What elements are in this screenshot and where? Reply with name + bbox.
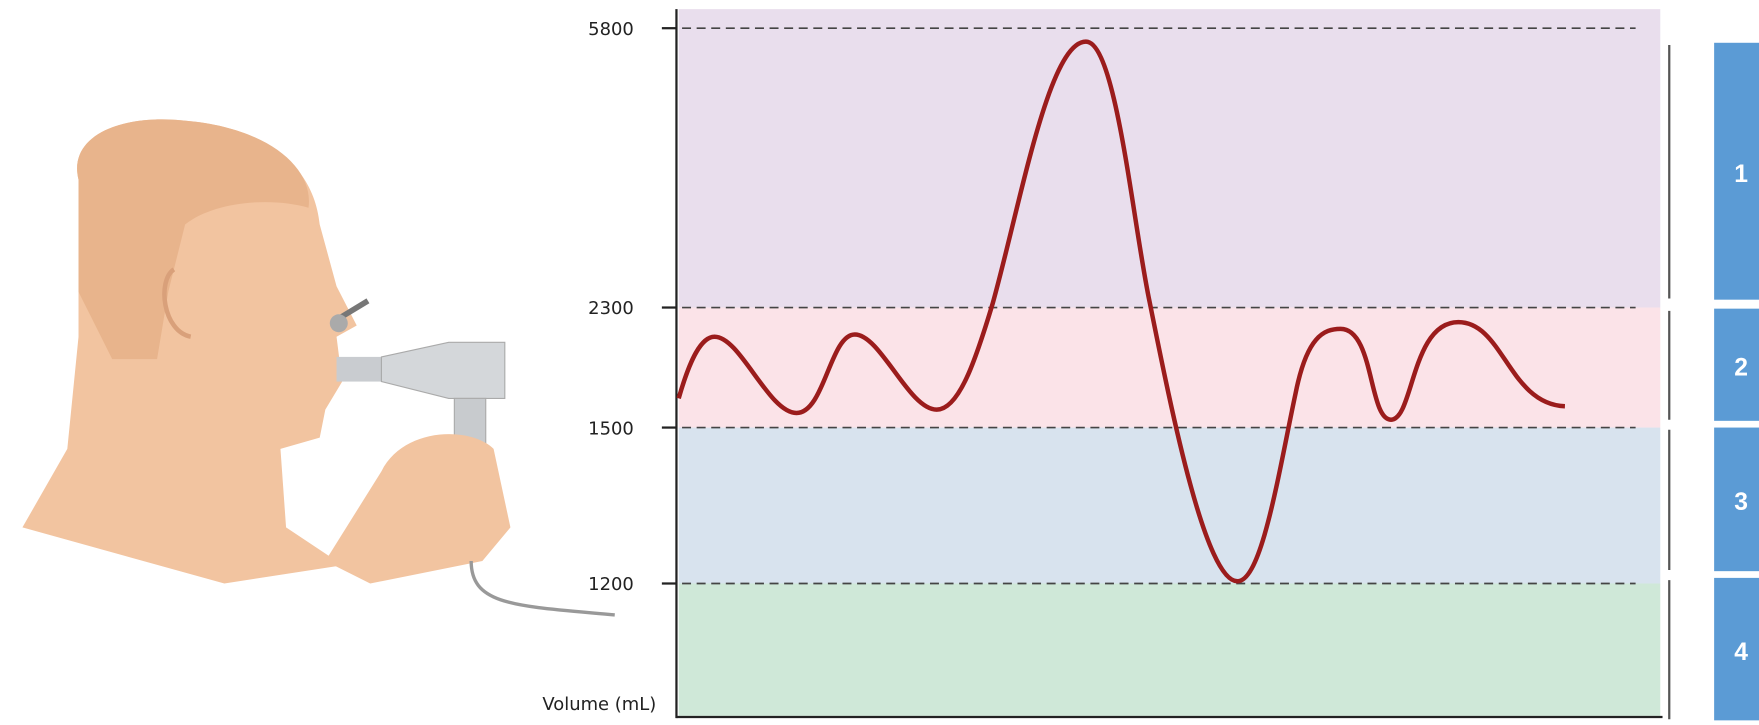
diagram: Volume (mL) 1 2 3 4 5800 2300 1500 1200	[0, 0, 1759, 725]
y-tick-label: 2300	[588, 298, 634, 319]
y-tick-label: 1500	[588, 418, 634, 439]
zone-band	[679, 583, 1661, 715]
zone-band	[679, 9, 1661, 307]
zone-band	[679, 428, 1661, 584]
zone-number: 4	[1734, 639, 1748, 666]
axis-label: Volume (mL)	[542, 694, 656, 715]
y-tick-label: 1200	[588, 574, 634, 595]
y-tick-label: 5800	[588, 19, 634, 40]
person-illustration	[22, 119, 614, 615]
zone-number: 1	[1734, 161, 1748, 188]
zone-number: 2	[1734, 354, 1748, 381]
page: {"axis": {"label": "Volume (mL)", "ticks…	[0, 0, 1759, 725]
zone-number: 3	[1734, 489, 1748, 516]
